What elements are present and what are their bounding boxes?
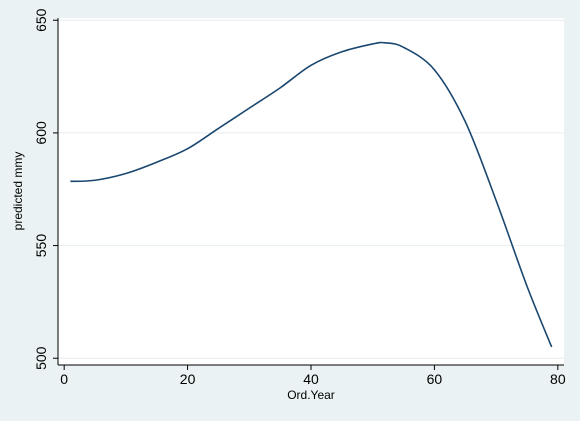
- x-axis-title: Ord.Year: [287, 388, 335, 402]
- y-axis-title: predicted mmy: [11, 152, 25, 231]
- x-tick-label: 60: [427, 371, 443, 387]
- y-ticks: 500 550 600 650: [33, 8, 58, 370]
- x-tick-label: 40: [303, 371, 319, 387]
- series-line-0: [70, 41, 553, 348]
- gridlines: [58, 19, 564, 359]
- series-group: [70, 41, 553, 348]
- y-tick-label: 650: [33, 8, 49, 32]
- x-tick-label: 80: [550, 371, 566, 387]
- y-tick-label: 550: [33, 234, 49, 258]
- x-tick-label: 20: [180, 371, 196, 387]
- y-tick-label: 600: [33, 121, 49, 145]
- y-tick-label: 500: [33, 346, 49, 370]
- x-tick-label: 0: [60, 371, 68, 387]
- plot-area: [58, 18, 564, 365]
- x-ticks: 0 20 40 60 80: [60, 365, 566, 387]
